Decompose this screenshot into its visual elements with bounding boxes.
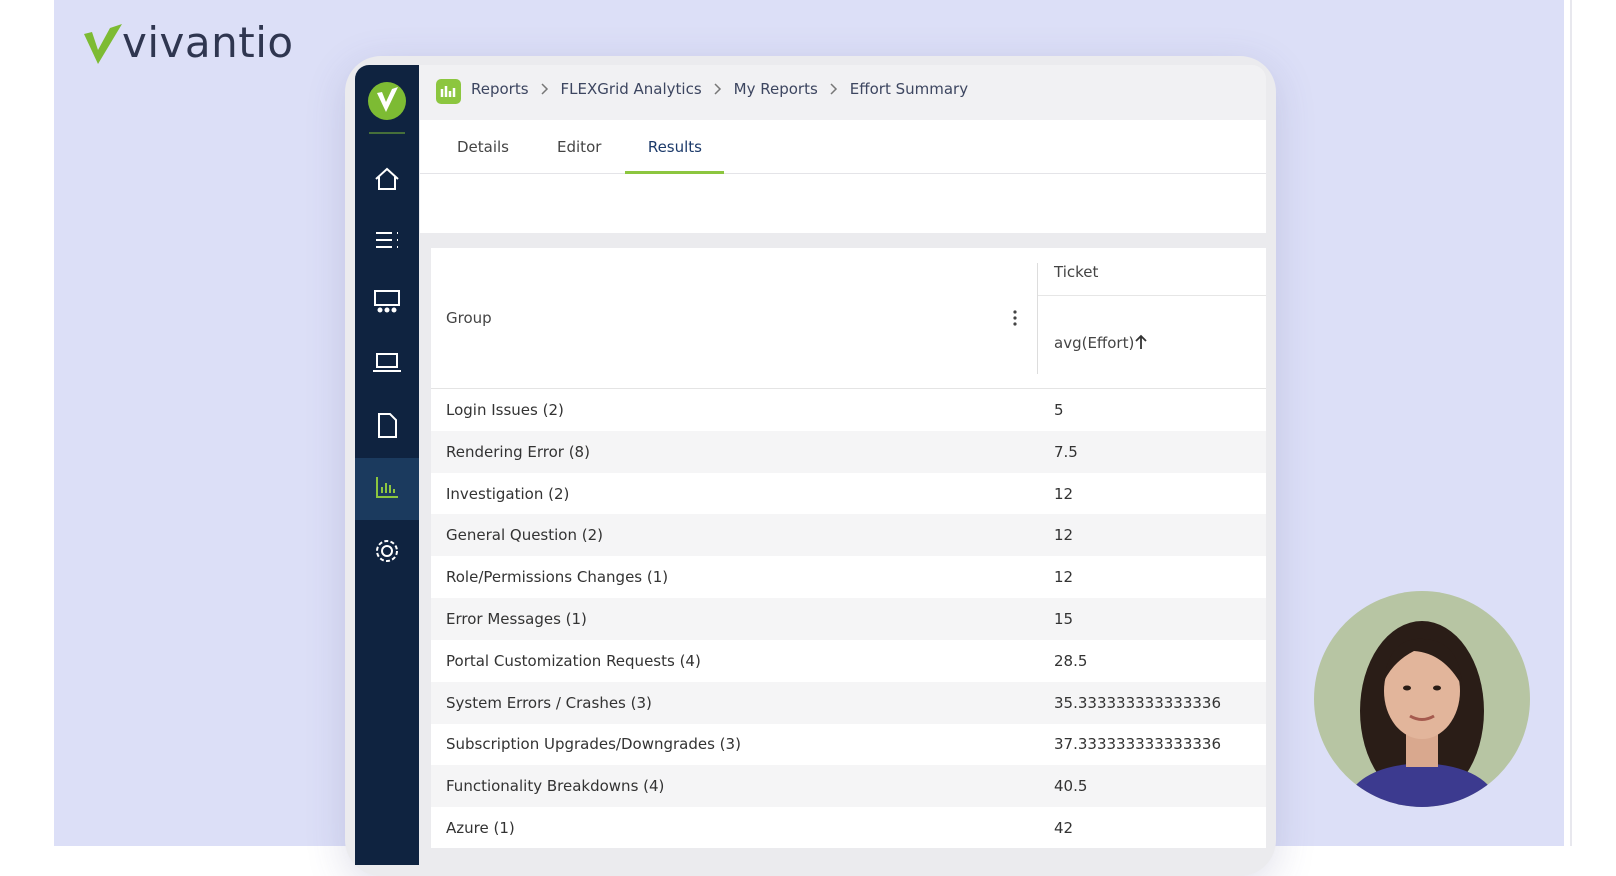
group-cell: Portal Customization Requests (4) [446, 651, 701, 670]
group-cell: Functionality Breakdowns (4) [446, 777, 665, 796]
edge [1570, 0, 1572, 846]
group-cell: Subscription Upgrades/Downgrades (3) [446, 735, 741, 754]
table-body: Login Issues (2) 5 Rendering Error (8) 7.5 I… [431, 389, 1266, 848]
value-cell: 12 [1054, 484, 1074, 503]
column-menu[interactable] [1011, 310, 1019, 326]
group-cell: Rendering Error (8) [446, 442, 590, 461]
table-row: Functionality Breakdowns (4) 40.5 [431, 765, 1266, 808]
table-row: System Errors / Crashes (3) 35.3333333333… [431, 681, 1266, 724]
tab[interactable]: Results [625, 120, 725, 174]
results-table: Group Ticket avg(Effort) Login Issues (2… [431, 248, 1266, 848]
group-header[interactable]: Group [446, 309, 492, 327]
separator [420, 233, 1266, 248]
page: vivantio Reports FLEXGrid Analytics My Rep… [54, 0, 1572, 876]
group-cell: Azure (1) [446, 819, 515, 837]
value-cell: 12 [1054, 526, 1074, 545]
presenter [1344, 621, 1500, 807]
sort-arrow[interactable] [1134, 334, 1148, 350]
logo: vivantio [122, 18, 294, 67]
chevron [541, 83, 548, 95]
chevron [830, 83, 837, 95]
chevron [714, 83, 721, 95]
group-cell: Login Issues (2) [446, 401, 564, 419]
presenter-video [1314, 591, 1530, 807]
breadcrumb-item[interactable]: FLEXGrid Analytics [560, 80, 702, 98]
reports-icon [436, 79, 461, 104]
group-cell: Role/Permissions Changes (1) [446, 568, 669, 587]
value-cell: 5 [1054, 401, 1064, 419]
value-cell: 15 [1054, 610, 1074, 628]
value-cell: 35.333333333333336 [1054, 693, 1222, 712]
logo-check [84, 24, 122, 64]
value-cell: 7.5 [1054, 442, 1078, 461]
table-row: Subscription Upgrades/Downgrades (3) 37.3… [431, 723, 1266, 765]
table-row: Investigation (2) 12 [431, 473, 1266, 515]
header-border [431, 388, 1266, 389]
column-group-header: Ticket [1054, 263, 1099, 281]
group-cell: System Errors / Crashes (3) [446, 693, 652, 712]
value-cell: 42 [1054, 819, 1074, 837]
column-divider [1037, 263, 1038, 374]
breadcrumb: Reports FLEXGrid Analytics My Reports Effor… [471, 80, 968, 98]
tab-pane [420, 120, 1266, 233]
header-divider [1038, 295, 1266, 296]
table-row: Azure (1) 42 [431, 807, 1266, 848]
value-cell: 37.333333333333336 [1054, 735, 1222, 754]
table-row: Role/Permissions Changes (1) 12 [431, 556, 1266, 598]
value-cell: 28.5 [1054, 651, 1088, 670]
table-row: Rendering Error (8) 7.5 [431, 430, 1266, 473]
table-row: Error Messages (1) 15 [431, 598, 1266, 640]
sidebar-icons [355, 82, 419, 562]
tabs: Details Editor Results [420, 120, 1266, 174]
column-header[interactable]: avg(Effort) [1054, 334, 1135, 352]
value-cell: 12 [1054, 568, 1074, 587]
breadcrumb-item[interactable]: Reports [471, 80, 529, 98]
table-row: Login Issues (2) 5 [431, 389, 1266, 431]
breadcrumb-bar [419, 65, 1266, 120]
tab[interactable]: Editor [557, 138, 602, 156]
tab[interactable]: Details [457, 138, 510, 156]
group-cell: General Question (2) [446, 526, 603, 545]
table-row: Portal Customization Requests (4) 28.5 [431, 640, 1266, 682]
group-cell: Error Messages (1) [446, 610, 587, 628]
table-row: General Question (2) 12 [431, 514, 1266, 557]
group-cell: Investigation (2) [446, 484, 570, 503]
value-cell: 40.5 [1054, 777, 1088, 796]
sidebar [355, 65, 419, 865]
breadcrumb-item: Effort Summary [849, 80, 969, 98]
breadcrumb-item[interactable]: My Reports [733, 80, 818, 98]
